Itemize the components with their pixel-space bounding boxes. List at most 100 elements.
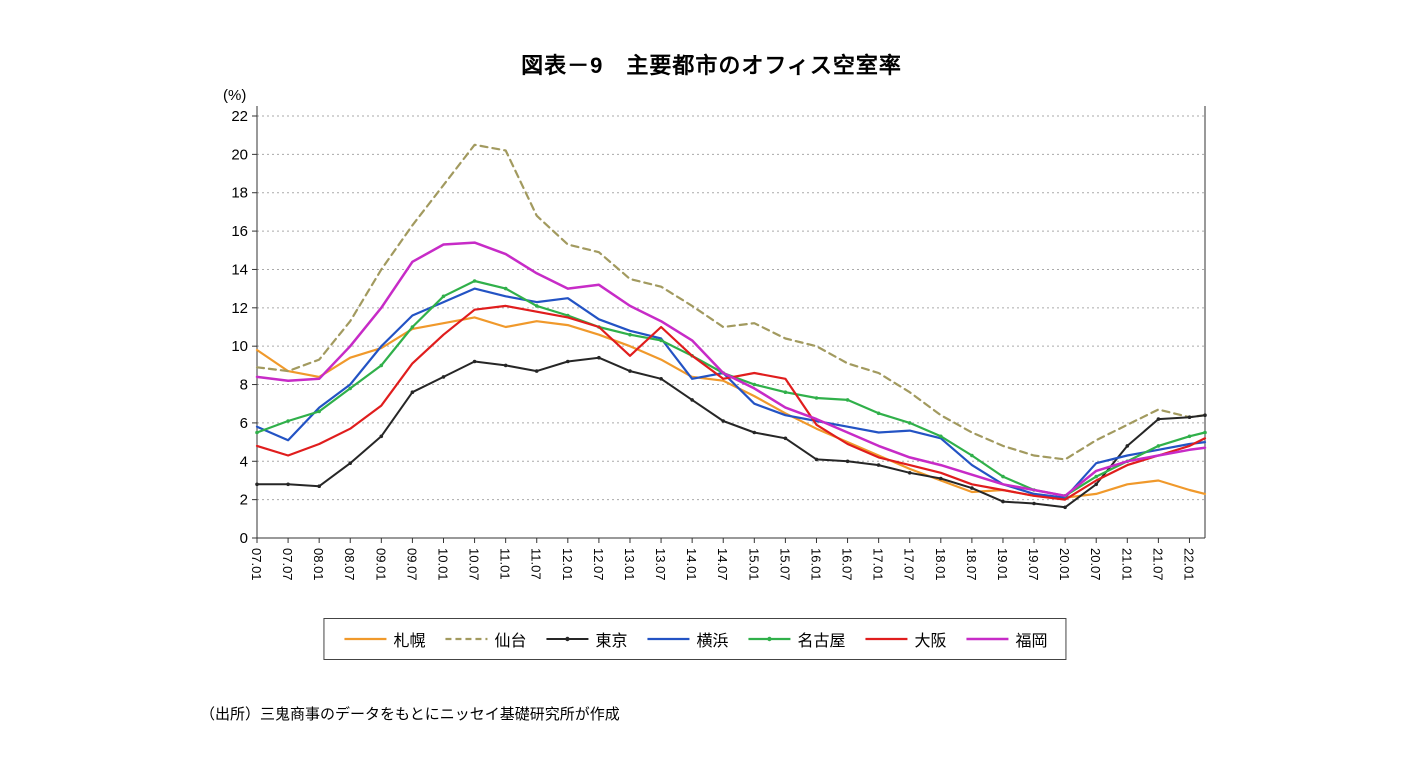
legend-label: 福岡 [1015,633,1048,650]
x-tick-label: 09.07 [404,548,419,581]
series-marker-4 [1094,474,1098,479]
y-tick-label: 4 [240,453,248,470]
series-line-2 [256,356,1206,509]
x-tick-label: 15.07 [777,548,792,581]
legend-label: 大阪 [914,633,947,650]
legend-item-4: 名古屋 [747,627,846,651]
legend-label: 仙台 [494,633,527,650]
series-marker-2 [472,359,477,364]
series-marker-2 [628,369,632,373]
x-tick-label: 21.01 [1119,548,1134,581]
x-tick-label: 07.01 [249,548,264,581]
series-marker-4 [628,332,632,337]
chart-title: 図表－9 主要都市のオフィス空室率 [521,53,902,78]
legend-line-sample [865,637,908,641]
y-tick-label: 18 [231,185,248,202]
series-marker-2 [534,369,539,373]
series-marker-4 [1156,444,1161,448]
series-marker-4 [410,325,415,329]
series-marker-2 [255,482,259,487]
legend-item-3: 横浜 [645,627,729,651]
series-marker-2 [659,377,663,381]
series-marker-4 [441,294,446,299]
series-line-6 [255,241,1207,498]
series-marker-4 [876,411,881,416]
series-marker-4 [379,363,384,368]
x-tick-label: 13.01 [622,548,637,581]
x-tick-label: 09.01 [373,548,388,581]
x-tick-label: 10.01 [435,548,450,581]
x-tick-label: 18.07 [964,548,979,581]
series-marker-4 [845,398,850,402]
series-marker-2 [752,430,757,435]
y-tick-label: 6 [240,415,248,432]
legend-line-sample [748,636,791,642]
x-tick-label: 19.01 [995,548,1010,581]
legend-label: 東京 [595,633,628,650]
series-marker-4 [970,453,974,458]
x-tick-label: 18.01 [933,548,948,581]
series-marker-4 [752,382,757,387]
series-marker-2 [1156,417,1161,421]
series-marker-2 [286,482,290,487]
x-tick-label: 22.01 [1181,548,1196,581]
x-tick-label: 14.01 [684,548,699,581]
legend-label: 横浜 [696,633,729,650]
series-line-3 [255,287,1207,499]
series-marker-2 [348,461,352,466]
y-tick-label: 14 [231,261,248,278]
series-marker-2 [379,434,384,439]
series-marker-2 [690,398,694,402]
legend-item-0: 札幌 [342,627,425,651]
series-marker-2 [1125,444,1130,448]
series-marker-2 [441,375,446,379]
series-marker-4 [534,304,539,308]
series-marker-4 [286,419,290,423]
y-tick-label: 12 [231,300,248,317]
series-marker-2 [1032,501,1036,506]
x-tick-label: 14.07 [715,548,730,581]
series-marker-2 [1063,505,1067,510]
x-tick-label: 07.07 [280,548,295,581]
series-marker-2 [845,459,850,464]
y-tick-label: 8 [240,377,248,394]
y-tick-label: 0 [240,530,248,547]
y-tick-label: 2 [240,492,248,509]
series-marker-4 [814,396,819,400]
series-marker-4 [255,430,259,435]
series-marker-2 [317,484,321,489]
legend-line-sample [445,637,488,641]
series-marker-2 [503,363,508,368]
x-tick-label: 11.01 [498,548,513,580]
legend-item-5: 大阪 [864,627,947,651]
series-marker-4 [907,421,912,425]
series-marker-2 [1187,415,1192,420]
x-tick-label: 20.01 [1057,548,1072,581]
series-marker-2 [1203,413,1207,418]
y-tick-label: 10 [231,338,248,355]
x-tick-label: 12.01 [560,548,575,581]
series-line-4 [255,279,1207,497]
x-tick-label: 08.01 [311,548,326,581]
x-tick-label: 10.07 [467,548,482,581]
series-marker-2 [410,390,415,395]
legend-item-2: 東京 [544,627,627,651]
y-tick-label: 20 [231,146,248,163]
series-marker-2 [970,486,974,490]
legend-line-sample [546,636,589,642]
chart-legend: 札幌 仙台 東京 横浜 名古屋 大阪 福岡 [323,618,1067,660]
y-tick-label: 22 [231,108,248,125]
y-axis-unit-label: (%) [223,87,246,104]
y-tick-label: 16 [231,223,248,240]
x-tick-label: 17.01 [871,548,886,581]
legend-line-sample [966,637,1009,641]
series-line-1 [255,143,1207,461]
series-marker-4 [1187,434,1192,439]
x-tick-label: 16.07 [840,548,855,581]
series-marker-2 [939,476,943,481]
series-marker-4 [1001,474,1005,479]
x-tick-label: 08.07 [342,548,357,581]
series-marker-2 [597,355,601,360]
series-marker-2 [907,471,912,475]
x-tick-label: 17.07 [902,548,917,581]
